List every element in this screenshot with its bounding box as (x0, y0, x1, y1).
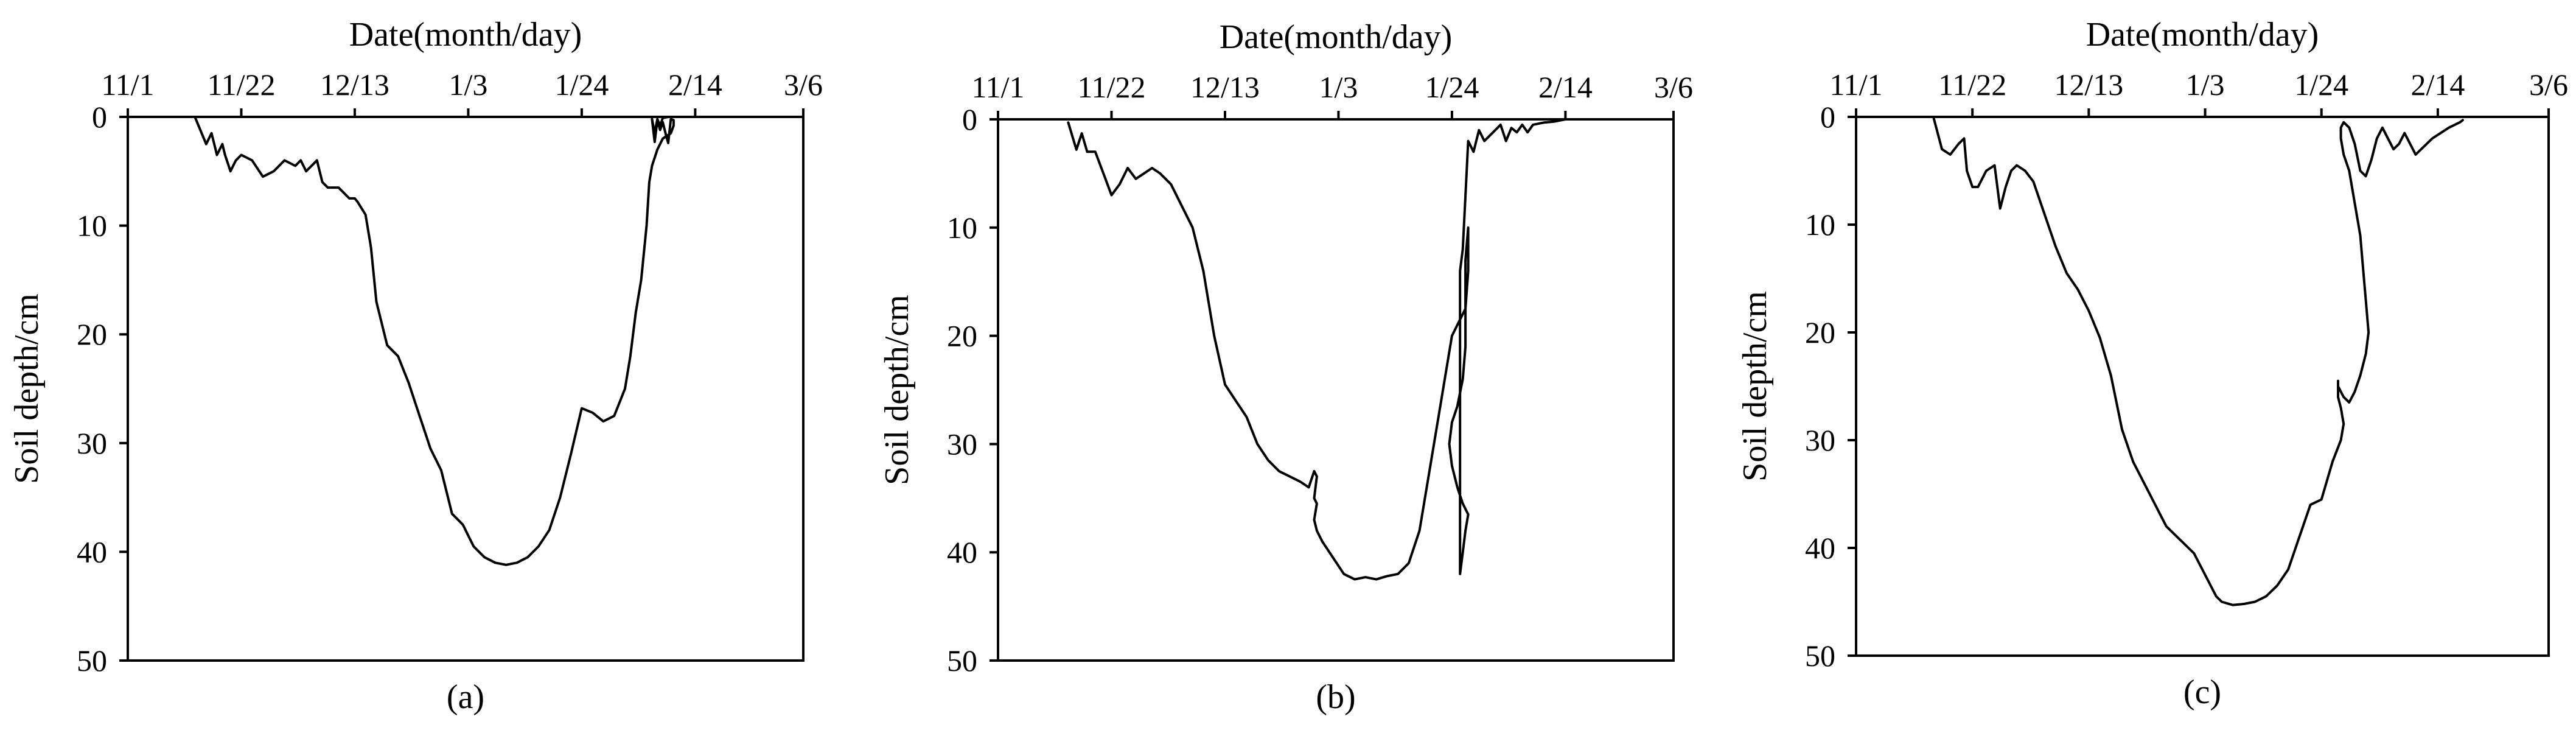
x-tick-label: 1/3 (449, 68, 487, 102)
x-tick-label: 11/1 (1829, 68, 1882, 102)
x-tick-label: 11/1 (101, 68, 154, 102)
plot-frame (997, 118, 1675, 662)
x-tick-label: 11/22 (1938, 68, 2006, 102)
chart-panel-1: 11/1 11/22 12/13 1/3 1/24 2/14 3/6 0 10 20 30 40 50 D… (8, 16, 823, 716)
y-tick-label: 20 (947, 319, 977, 353)
y-tick-label: 40 (947, 535, 977, 569)
panel-label: (a) (447, 678, 484, 716)
y-tick-label: 50 (1805, 639, 1835, 673)
chart-panel-3: 11/1 11/22 12/13 1/3 1/24 2/14 3/6 0 10 20 30 40 50 D… (1736, 16, 2568, 711)
y-tick-label: 30 (1805, 423, 1835, 457)
x-tick-label: 1/3 (2186, 68, 2225, 102)
x-tick-label: 1/24 (554, 68, 609, 102)
x-tick-label: 3/6 (1654, 70, 1693, 104)
y-tick-label: 20 (1805, 315, 1835, 349)
x-tick-label: 11/22 (207, 68, 275, 102)
x-tick-label: 11/22 (1077, 70, 1145, 104)
x-tick-label: 12/13 (320, 68, 389, 102)
y-tick-label: 50 (77, 644, 107, 678)
frost-depth-line (1067, 118, 1567, 581)
y-axis-title: Soil depth/cm (878, 295, 916, 485)
x-tick-label: 1/24 (2294, 68, 2348, 102)
plot-frame (1855, 116, 2550, 657)
y-tick-label: 10 (77, 209, 107, 243)
y-axis-title: Soil depth/cm (8, 293, 46, 484)
x-tick-label: 2/14 (2410, 68, 2465, 102)
x-tick-label: 12/13 (1190, 70, 1260, 104)
y-tick-label: 0 (92, 100, 107, 134)
panel-label: (c) (2183, 673, 2221, 711)
frost-depth-line (194, 116, 697, 566)
x-axis-title: Date(month/day) (349, 16, 582, 54)
x-tick-label: 12/13 (2054, 68, 2123, 102)
y-tick-label: 10 (1805, 208, 1835, 242)
y-tick-label: 0 (1820, 100, 1835, 134)
y-axis-title: Soil depth/cm (1736, 291, 1774, 482)
x-tick-label: 11/1 (971, 70, 1024, 104)
panel-label: (b) (1316, 678, 1355, 716)
y-tick-label: 40 (1805, 531, 1835, 565)
x-axis-title: Date(month/day) (1220, 18, 1453, 56)
y-tick-label: 0 (962, 102, 977, 136)
x-tick-label: 3/6 (784, 68, 823, 102)
frost-depth-line (1932, 116, 2464, 606)
y-tick-label: 10 (947, 211, 977, 245)
y-tick-label: 50 (947, 644, 977, 678)
x-tick-label: 3/6 (2529, 68, 2568, 102)
x-tick-label: 1/3 (1319, 70, 1358, 104)
y-tick-label: 40 (77, 535, 107, 569)
x-axis-title: Date(month/day) (2086, 16, 2319, 54)
x-tick-label: 2/14 (1538, 70, 1593, 104)
plot-frame (127, 116, 805, 662)
x-tick-label: 1/24 (1425, 70, 1479, 104)
y-tick-label: 20 (77, 317, 107, 351)
chart-panel-2: 11/1 11/22 12/13 1/3 1/24 2/14 3/6 0 10 20 30 40 50 D… (878, 18, 1693, 716)
y-tick-label: 30 (77, 426, 107, 460)
x-tick-label: 2/14 (668, 68, 722, 102)
y-tick-label: 30 (947, 427, 977, 461)
